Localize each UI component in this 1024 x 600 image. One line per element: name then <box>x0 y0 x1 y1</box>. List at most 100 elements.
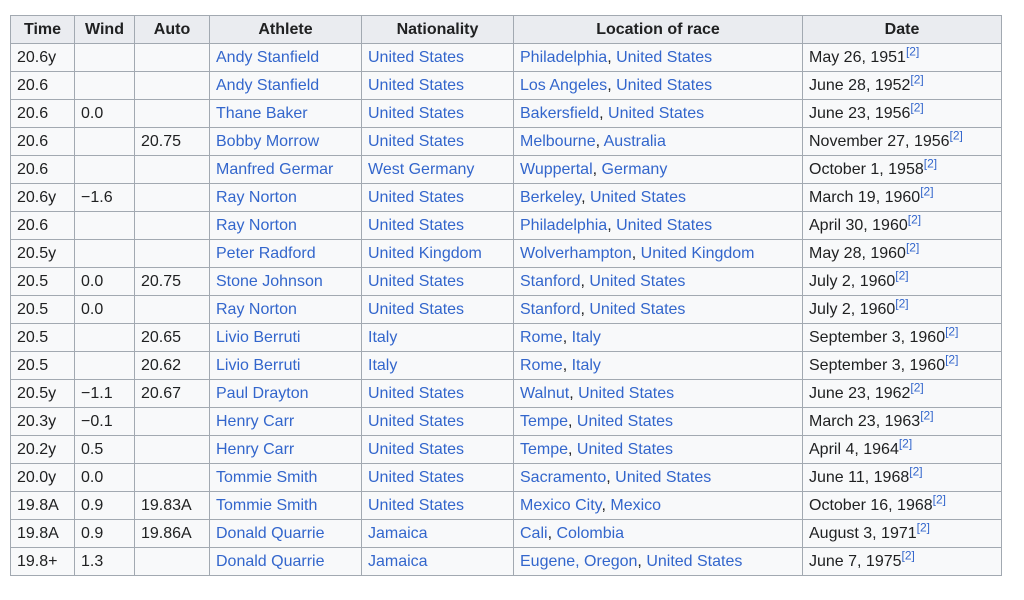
country-link[interactable]: Italy <box>571 328 601 346</box>
city-link[interactable]: Rome <box>520 356 563 374</box>
city-link[interactable]: Bakersfield <box>520 104 600 122</box>
athlete-link[interactable]: Donald Quarrie <box>216 552 325 570</box>
athlete-link[interactable]: Ray Norton <box>216 188 297 206</box>
athlete-link[interactable]: Paul Drayton <box>216 384 309 402</box>
country-link[interactable]: Mexico <box>610 496 662 514</box>
athlete-link[interactable]: Henry Carr <box>216 440 295 458</box>
athlete-link[interactable]: Bobby Morrow <box>216 132 320 150</box>
athlete-link[interactable]: Manfred Germar <box>216 160 334 178</box>
city-link[interactable]: Sacramento <box>520 468 607 486</box>
col-header-auto[interactable]: Auto <box>134 15 210 44</box>
nationality-link[interactable]: United Kingdom <box>368 244 482 262</box>
nationality-link[interactable]: United States <box>368 132 465 150</box>
reference-link[interactable]: [2] <box>949 128 963 143</box>
col-header-time[interactable]: Time <box>10 15 75 44</box>
country-link[interactable]: Colombia <box>556 524 625 542</box>
col-header-date[interactable]: Date <box>802 15 1002 44</box>
city-link[interactable]: Cali <box>520 524 548 542</box>
athlete-link[interactable]: Peter Radford <box>216 244 316 262</box>
city-link[interactable]: Rome <box>520 328 563 346</box>
country-link[interactable]: United Kingdom <box>640 244 755 262</box>
country-link[interactable]: United States <box>576 440 673 458</box>
nationality-link[interactable]: West Germany <box>368 160 475 178</box>
reference-link[interactable]: [2] <box>898 436 913 451</box>
city-link[interactable]: Tempe <box>520 440 569 458</box>
country-link[interactable]: United States <box>616 76 713 94</box>
nationality-link[interactable]: United States <box>368 440 465 458</box>
athlete-link[interactable]: Livio Berruti <box>216 356 301 374</box>
athlete-link[interactable]: Andy Stanfield <box>216 48 320 66</box>
reference-link[interactable]: [2] <box>920 184 934 199</box>
country-link[interactable]: United States <box>578 384 675 402</box>
city-link[interactable]: Wuppertal <box>520 160 593 178</box>
city-link[interactable]: Eugene, Oregon <box>520 552 638 570</box>
athlete-link[interactable]: Andy Stanfield <box>216 76 320 94</box>
reference-link[interactable]: [2] <box>907 212 922 227</box>
nationality-link[interactable]: United States <box>368 104 465 122</box>
country-link[interactable]: United States <box>589 272 686 290</box>
reference-link[interactable]: [2] <box>910 380 924 395</box>
nationality-link[interactable]: United States <box>368 76 465 94</box>
nationality-link[interactable]: Italy <box>368 356 398 374</box>
reference-link[interactable]: [2] <box>916 520 930 535</box>
nationality-link[interactable]: United States <box>368 384 465 402</box>
athlete-link[interactable]: Henry Carr <box>216 412 295 430</box>
athlete-link[interactable]: Ray Norton <box>216 300 297 318</box>
nationality-link[interactable]: Jamaica <box>368 524 428 542</box>
nationality-link[interactable]: United States <box>368 468 465 486</box>
reference-link[interactable]: [2] <box>895 296 909 311</box>
country-link[interactable]: United States <box>615 468 712 486</box>
nationality-link[interactable]: United States <box>368 496 465 514</box>
country-link[interactable]: United States <box>608 104 705 122</box>
nationality-link[interactable]: United States <box>368 272 465 290</box>
reference-link[interactable]: [2] <box>932 492 946 507</box>
reference-link[interactable]: [2] <box>909 464 923 479</box>
city-link[interactable]: Walnut <box>520 384 570 402</box>
reference-link[interactable]: [2] <box>895 268 909 283</box>
reference-link[interactable]: [2] <box>901 548 915 563</box>
reference-link[interactable]: [2] <box>905 44 920 59</box>
athlete-link[interactable]: Tommie Smith <box>216 468 318 486</box>
nationality-link[interactable]: United States <box>368 300 465 318</box>
city-link[interactable]: Tempe <box>520 412 569 430</box>
reference-link[interactable]: [2] <box>920 408 934 423</box>
nationality-link[interactable]: United States <box>368 412 465 430</box>
athlete-link[interactable]: Livio Berruti <box>216 328 301 346</box>
city-link[interactable]: Stanford <box>520 300 581 318</box>
reference-link[interactable]: [2] <box>945 324 959 339</box>
country-link[interactable]: Australia <box>603 132 666 150</box>
nationality-link[interactable]: United States <box>368 216 465 234</box>
athlete-link[interactable]: Stone Johnson <box>216 272 323 290</box>
country-link[interactable]: United States <box>576 412 673 430</box>
country-link[interactable]: United States <box>646 552 743 570</box>
col-header-nationality[interactable]: Nationality <box>361 15 514 44</box>
country-link[interactable]: United States <box>589 188 687 206</box>
nationality-link[interactable]: Jamaica <box>368 552 428 570</box>
city-link[interactable]: Berkeley <box>520 188 582 206</box>
col-header-location[interactable]: Location of race <box>513 15 803 44</box>
country-link[interactable]: United States <box>589 300 686 318</box>
city-link[interactable]: Stanford <box>520 272 581 290</box>
col-header-athlete[interactable]: Athlete <box>209 15 362 44</box>
athlete-link[interactable]: Thane Baker <box>216 104 308 122</box>
country-link[interactable]: United States <box>616 48 713 66</box>
city-link[interactable]: Mexico City <box>520 496 602 514</box>
city-link[interactable]: Los Angeles <box>520 76 608 94</box>
athlete-link[interactable]: Ray Norton <box>216 216 297 234</box>
reference-link[interactable]: [2] <box>905 240 920 255</box>
city-link[interactable]: Philadelphia <box>520 48 608 66</box>
reference-link[interactable]: [2] <box>945 352 959 367</box>
city-link[interactable]: Melbourne <box>520 132 596 150</box>
reference-link[interactable]: [2] <box>910 72 924 87</box>
athlete-link[interactable]: Tommie Smith <box>216 496 318 514</box>
nationality-link[interactable]: Italy <box>368 328 398 346</box>
city-link[interactable]: Wolverhampton <box>520 244 632 262</box>
nationality-link[interactable]: United States <box>368 48 465 66</box>
country-link[interactable]: United States <box>616 216 713 234</box>
nationality-link[interactable]: United States <box>368 188 465 206</box>
country-link[interactable]: Italy <box>571 356 601 374</box>
athlete-link[interactable]: Donald Quarrie <box>216 524 325 542</box>
reference-link[interactable]: [2] <box>923 156 938 171</box>
country-link[interactable]: Germany <box>601 160 668 178</box>
reference-link[interactable]: [2] <box>910 100 924 115</box>
